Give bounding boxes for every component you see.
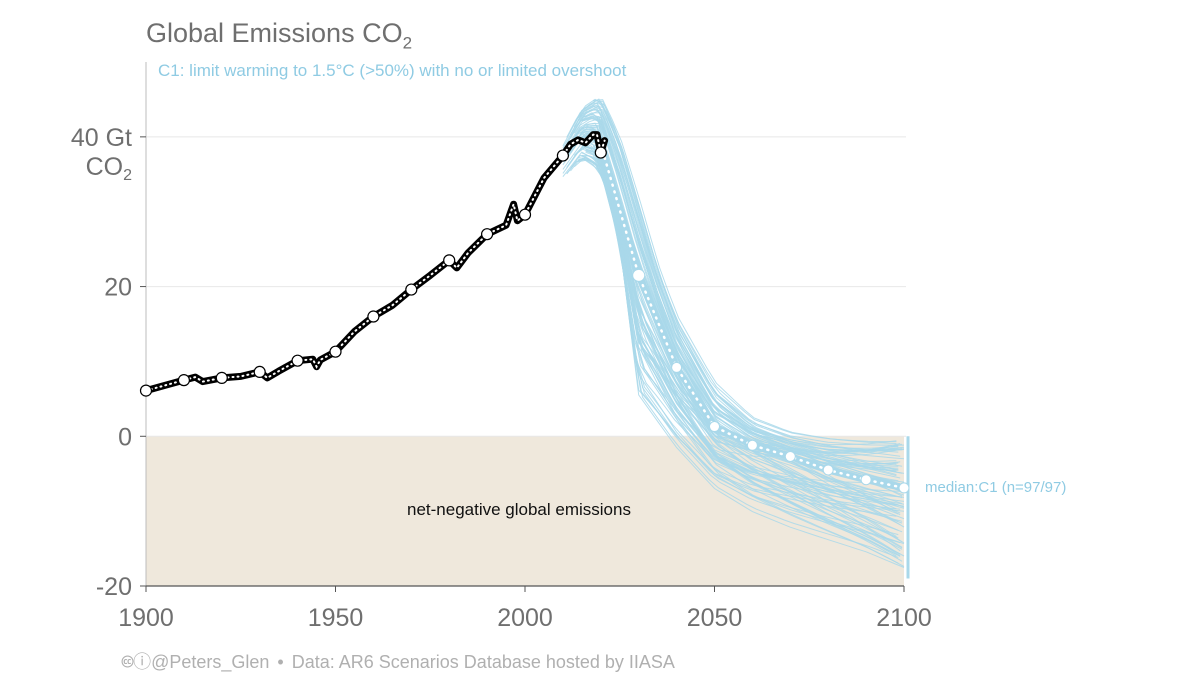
- x-tick-label-2100: 2100: [876, 604, 932, 632]
- scenario-line: [573, 102, 897, 476]
- scenario-line: [581, 112, 904, 446]
- chart-title: Global Emissions CO2: [146, 18, 413, 53]
- median-point: [746, 439, 758, 451]
- historical-point: [253, 365, 266, 379]
- scenario-line: [573, 144, 897, 512]
- data-source: Data: AR6 Scenarios Database hosted by I…: [291, 652, 675, 672]
- scenario-line: [585, 134, 899, 531]
- historical-point: [367, 310, 380, 323]
- scenario-line: [589, 143, 903, 533]
- historical-point: [518, 208, 532, 221]
- median-point: [784, 450, 796, 462]
- scenario-line: [592, 157, 897, 506]
- x-tick-label-2000: 2000: [497, 604, 553, 632]
- historical-point: [329, 345, 342, 358]
- median-point: [822, 464, 834, 476]
- scenario-line: [566, 156, 899, 536]
- historical-point: [405, 283, 418, 296]
- historical-point: [139, 384, 153, 397]
- scenario-line: [581, 154, 905, 568]
- historical-point: [594, 146, 607, 159]
- y-unit-label: CO2: [86, 153, 133, 184]
- median-point: [709, 421, 720, 433]
- separator-dot: •: [277, 652, 284, 672]
- y-tick-label-20: 20: [104, 274, 132, 302]
- scenario-line: [562, 109, 905, 528]
- historical-point: [291, 354, 304, 367]
- median-point: [898, 482, 910, 494]
- cc-license-icon: 🅭ⓘ: [122, 652, 152, 672]
- scenario-line: [581, 145, 905, 505]
- negative-zone-label: net-negative global emissions: [407, 500, 631, 519]
- historical-line: [142, 131, 609, 395]
- median-series: [597, 140, 910, 494]
- scenario-line: [585, 129, 899, 449]
- scenario-line: [570, 110, 903, 467]
- scenario-line: [592, 145, 897, 462]
- historical-point: [556, 149, 570, 162]
- historical-point: [215, 371, 228, 384]
- scenario-line: [596, 160, 901, 453]
- y-tick-label-0: 0: [118, 423, 132, 451]
- median-point: [671, 361, 683, 373]
- x-tick-label-2050: 2050: [687, 604, 743, 632]
- historical-point: [177, 374, 190, 387]
- scenario-line: [581, 117, 905, 486]
- median-label: median:C1 (n=97/97): [925, 479, 1066, 496]
- chart-subtitle: C1: limit warming to 1.5°C (>50%) with n…: [158, 61, 627, 80]
- scenario-line: [577, 99, 901, 457]
- scenario-line: [585, 149, 899, 453]
- historical-point: [443, 254, 456, 267]
- y-tick-label-40: 40 Gt: [71, 124, 132, 152]
- median-point: [860, 474, 872, 486]
- x-tick-label-1900: 1900: [118, 604, 174, 632]
- author-handle[interactable]: @Peters_Glen: [151, 652, 270, 672]
- median-line-dots: [599, 143, 906, 490]
- historical-point: [481, 228, 494, 241]
- x-tick-label-1950: 1950: [308, 604, 364, 632]
- footer: 🅭ⓘ@Peters_Glen • Data: AR6 Scenarios Datab…: [122, 648, 675, 674]
- y-tick-label--20: -20: [96, 573, 132, 601]
- historical-series: [139, 131, 609, 397]
- scenario-line: [592, 155, 897, 467]
- median-point: [632, 268, 646, 282]
- historical-line-dots: [145, 133, 606, 392]
